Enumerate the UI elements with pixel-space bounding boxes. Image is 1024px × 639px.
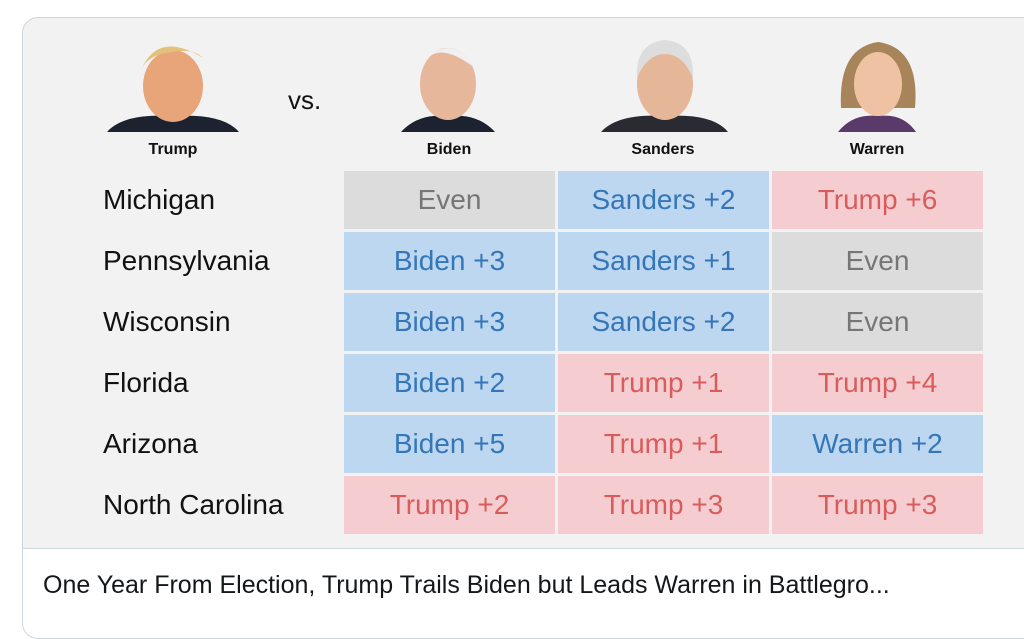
cell: Trump +4 — [772, 354, 983, 412]
cell: Even — [772, 293, 983, 351]
state-label: North Carolina — [103, 489, 284, 520]
cell: Trump +6 — [772, 171, 983, 229]
cell: Trump +3 — [772, 476, 983, 534]
cell: Even — [344, 171, 555, 229]
state-label: Florida — [103, 367, 189, 398]
cell: Sanders +2 — [558, 293, 769, 351]
cell: Biden +2 — [344, 354, 555, 412]
cell: Trump +1 — [558, 354, 769, 412]
vs-label: vs. — [288, 85, 322, 115]
cell: Trump +2 — [344, 476, 555, 534]
candidate-name: Sanders — [631, 141, 695, 158]
cell: Sanders +1 — [558, 232, 769, 290]
state-label: Michigan — [103, 184, 216, 215]
cell: Even — [772, 232, 983, 290]
portrait — [401, 48, 495, 132]
portrait — [601, 40, 728, 132]
cell: Sanders +2 — [558, 171, 769, 229]
state-label: Arizona — [103, 428, 198, 459]
cell: Trump +1 — [558, 415, 769, 473]
page: Trump vs. Biden Sanders Warren Michigan Even Sa… — [22, 17, 1024, 639]
portraits — [107, 40, 916, 132]
cell: Biden +5 — [344, 415, 555, 473]
candidate-name: Trump — [148, 141, 198, 158]
candidate-name: Warren — [849, 141, 905, 158]
cell: Trump +3 — [558, 476, 769, 534]
state-label: Wisconsin — [103, 306, 231, 337]
cell: Biden +3 — [344, 232, 555, 290]
state-label: Pennsylvania — [103, 245, 270, 276]
card[interactable]: Trump vs. Biden Sanders Warren Michigan Even Sa… — [22, 17, 1024, 639]
cell: Warren +2 — [772, 415, 983, 473]
portrait — [107, 46, 239, 132]
portrait — [838, 42, 916, 132]
candidate-name: Biden — [426, 141, 472, 158]
cell: Biden +3 — [344, 293, 555, 351]
caption: One Year From Election, Trump Trails Bid… — [43, 571, 890, 599]
